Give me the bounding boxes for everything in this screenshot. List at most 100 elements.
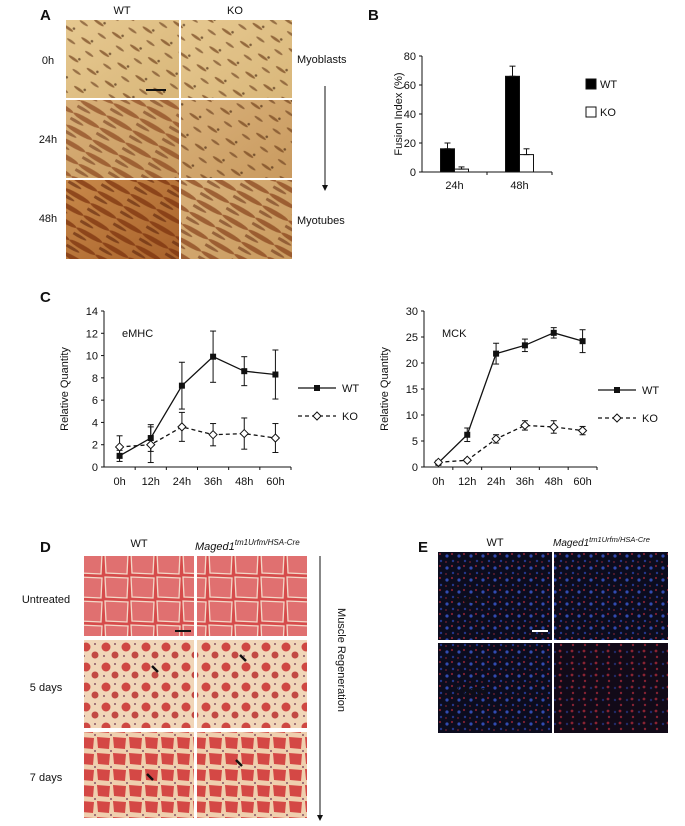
point-ko	[462, 455, 472, 465]
x-tick-label: 0h	[113, 476, 125, 488]
panel-d-allele: tm1Urfm/HSA-Cre	[235, 538, 300, 547]
series-line-wt	[437, 332, 583, 464]
x-tick-label: 36h	[204, 476, 222, 488]
y-tick-label: 25	[406, 332, 418, 344]
point-ko	[433, 457, 444, 468]
point-ko	[270, 433, 281, 443]
point-ko	[114, 442, 125, 452]
he-mut-untreated	[197, 556, 307, 636]
y-tick-label: 0	[412, 462, 418, 474]
x-tick-label: 24h	[173, 476, 191, 488]
x-tick-label: 48h	[545, 476, 563, 488]
panel-a-micrographs	[66, 20, 292, 259]
x-tick-label: 24h	[487, 476, 505, 488]
panel-d-row-5days: 5 days	[30, 682, 63, 694]
if-wt-7days	[438, 643, 552, 733]
panel-a-myoblasts-label: Myoblasts	[297, 54, 347, 66]
point-ko	[177, 422, 187, 432]
bar-wt	[505, 75, 520, 173]
he-wt-7days	[84, 732, 194, 818]
x-tick-label: 60h	[266, 476, 284, 488]
panel-d-pointer	[235, 759, 243, 767]
legend-marker-wt	[614, 387, 620, 393]
bar-ko	[519, 154, 534, 173]
y-tick-label: 20	[406, 358, 418, 370]
legend-marker-ko	[612, 413, 622, 423]
x-tick-label: 48h	[510, 180, 528, 192]
panel-d-col-mut: Maged1tm1Urfm/HSA-Cre	[195, 538, 300, 553]
y-axis-label: Relative Quantity	[379, 347, 391, 431]
emhc-chart: 0 2 4 6 8 10 12 14 0h 12h 24h 36h 48h 60h Relative Qua…	[59, 306, 359, 488]
legend-label-wt: WT	[600, 79, 617, 91]
chart-title: eMHC	[122, 328, 153, 340]
legend-marker-wt	[314, 385, 320, 391]
panel-e-col-wt: WT	[486, 537, 503, 549]
he-wt-untreated	[84, 556, 194, 636]
if-mut-7days	[554, 643, 668, 733]
x-tick-label: 60h	[573, 476, 591, 488]
point-wt	[521, 342, 528, 349]
bar-wt	[440, 148, 455, 173]
x-tick-label: 36h	[516, 476, 534, 488]
point-ko	[491, 434, 501, 444]
legend-label-ko: KO	[600, 107, 616, 119]
point-ko	[520, 420, 530, 431]
panel-a-myotubes-label: Myotubes	[297, 215, 345, 227]
legend-label-ko: KO	[642, 413, 658, 425]
panel-e-gene: Maged1	[553, 538, 589, 549]
panel-a-row-24h: 24h	[39, 134, 57, 146]
panel-d-row-7days: 7 days	[30, 772, 63, 784]
y-tick-label: 30	[406, 306, 418, 318]
y-tick-label: 4	[92, 417, 98, 429]
y-tick-label: 14	[86, 306, 98, 318]
point-ko	[208, 429, 218, 440]
panel-d-pointer	[239, 654, 247, 662]
point-ko	[577, 425, 588, 436]
x-tick-label: 12h	[142, 476, 160, 488]
panel-d-gene: Maged1	[195, 541, 235, 553]
point-wt	[178, 382, 185, 389]
chart-title: MCK	[442, 328, 467, 340]
y-axis-label: Fusion Index (%)	[393, 72, 405, 155]
y-tick-label: 6	[92, 395, 98, 407]
panel-c-letter: C	[40, 289, 51, 306]
point-ko	[239, 428, 249, 439]
y-tick-label: 15	[406, 384, 418, 396]
panel-e-micrographs	[438, 552, 668, 733]
y-tick-label: 20	[404, 138, 416, 150]
panel-d-pointer	[151, 665, 159, 673]
y-tick-label: 80	[404, 51, 416, 63]
point-wt	[464, 431, 471, 438]
fusion-index-chart: 0 20 40 60 80 Fusion Index (%) 24h 48h WT KO	[393, 51, 617, 192]
if-mut-5days	[554, 552, 668, 640]
y-tick-label: 8	[92, 373, 98, 385]
point-wt	[272, 371, 279, 378]
panel-a-col-wt: WT	[113, 5, 130, 17]
panel-d-letter: D	[40, 539, 51, 556]
panel-a-col-ko: KO	[227, 5, 243, 17]
y-tick-label: 0	[92, 462, 98, 474]
point-wt	[241, 368, 248, 375]
legend-label-ko: KO	[342, 411, 358, 423]
y-tick-label: 0	[410, 167, 416, 179]
series-line-ko	[438, 424, 583, 463]
panel-d-micrographs	[84, 556, 307, 818]
panel-d-row-untreated: Untreated	[22, 594, 70, 606]
panel-d-col-wt: WT	[130, 538, 147, 550]
y-tick-label: 10	[406, 410, 418, 422]
point-wt	[493, 350, 500, 357]
panel-d-arrow-label: Muscle Regeneration	[335, 608, 347, 712]
panel-b-letter: B	[368, 7, 379, 24]
series-line-ko	[119, 426, 276, 448]
legend-label-wt: WT	[342, 383, 359, 395]
point-wt	[550, 329, 557, 336]
panel-e-col-mut: Maged1tm1Urfm/HSA-Cre	[553, 535, 650, 549]
point-ko	[549, 422, 559, 432]
legend-marker-ko	[312, 411, 322, 421]
x-tick-label: 12h	[458, 476, 476, 488]
point-wt	[210, 353, 217, 360]
panel-d-pointer	[146, 773, 154, 781]
point-ko	[146, 440, 156, 450]
x-tick-label: 24h	[445, 180, 463, 192]
y-tick-label: 60	[404, 80, 416, 92]
